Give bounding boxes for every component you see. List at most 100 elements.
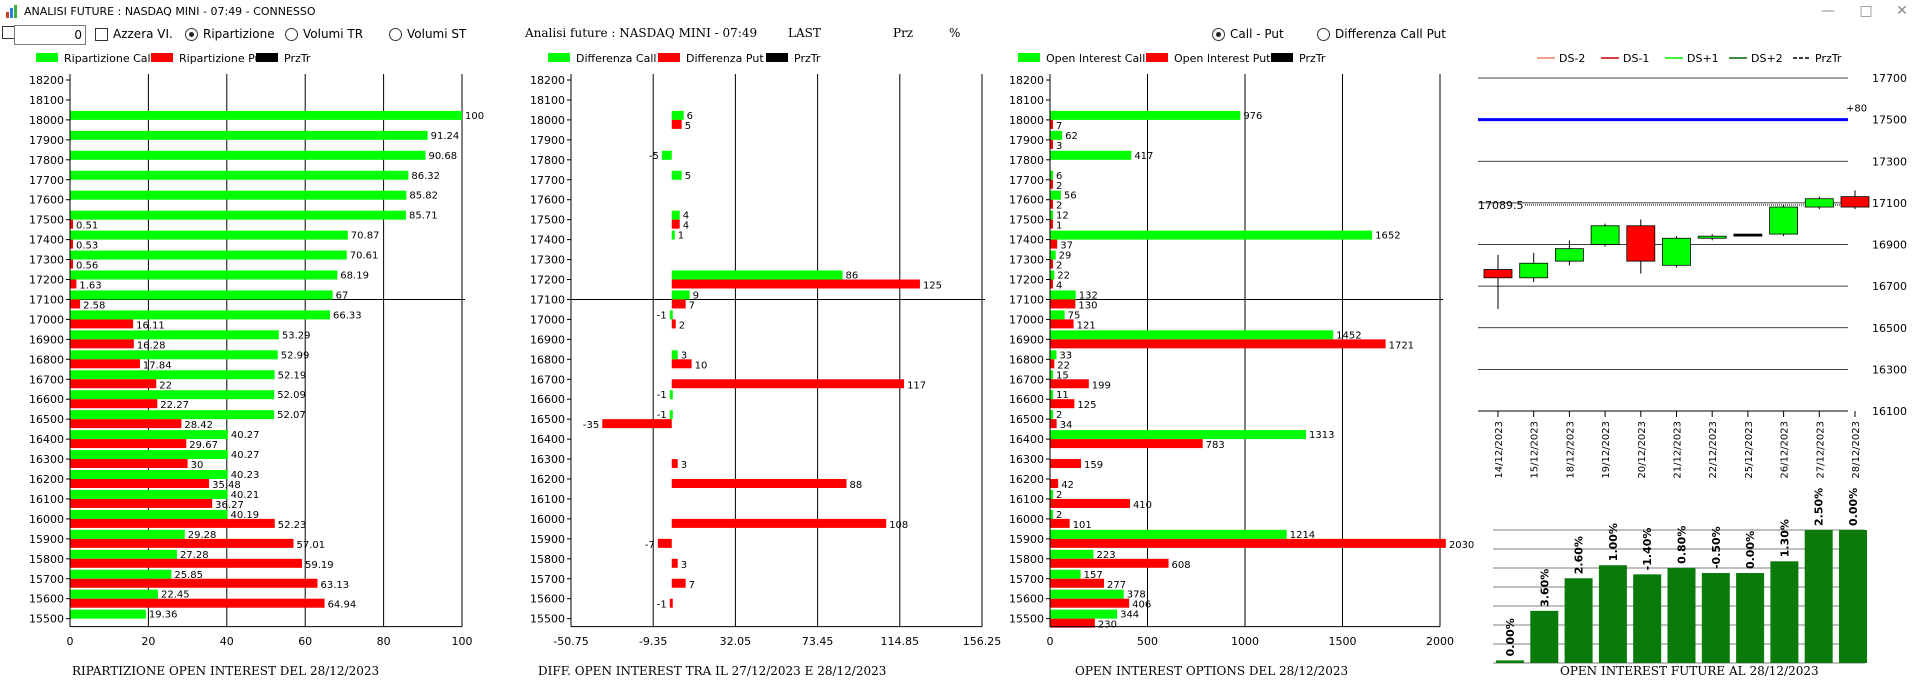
candle-body	[1626, 225, 1656, 262]
call-value-label: 66.33	[333, 310, 362, 321]
put-bar	[70, 259, 73, 269]
call-value-label: 344	[1120, 610, 1139, 621]
call-bar	[661, 150, 672, 160]
put-bar	[1050, 598, 1130, 608]
legend-swatch	[658, 53, 680, 62]
azzera-checkbox[interactable]: Azzera VI.	[95, 27, 173, 41]
put-value-label: 5	[685, 121, 691, 132]
put-value-label: 410	[1133, 500, 1152, 511]
put-bar	[1050, 439, 1203, 449]
call-value-label: 11	[1056, 390, 1069, 401]
strike-label: 15600	[530, 593, 565, 606]
put-bar	[602, 419, 672, 429]
oi-value-label: 0.00%	[1847, 488, 1860, 526]
put-value-label: 29.67	[189, 440, 218, 451]
minimize-icon[interactable]: —	[1821, 3, 1835, 19]
candle-legend-label: DS+2	[1751, 52, 1783, 65]
oi-bar	[1598, 565, 1627, 663]
call-bar	[669, 410, 673, 420]
strike-label: 17700	[1009, 174, 1044, 187]
call-bar	[70, 150, 426, 160]
x-tick-label: -9.35	[639, 635, 667, 648]
put-value-label: 125	[923, 281, 942, 292]
call-bar	[70, 609, 146, 619]
radio-dot[interactable]	[285, 27, 298, 41]
call-value-label: 40.27	[231, 430, 260, 441]
radio-volumi-tr[interactable]: Volumi TR	[285, 27, 363, 41]
put-value-label: 277	[1107, 580, 1126, 591]
call-value-label: 378	[1127, 590, 1146, 601]
x-tick-label: 73.45	[802, 635, 834, 648]
legend-label: Differenza Call	[576, 52, 656, 65]
put-bar	[671, 359, 692, 369]
azzera-checkbox-box[interactable]	[95, 27, 108, 41]
put-value-label: 7	[1056, 121, 1062, 132]
call-bar	[70, 589, 159, 599]
put-bar	[70, 399, 158, 409]
call-bar	[70, 290, 333, 300]
maximize-icon[interactable]: □	[1859, 3, 1873, 19]
put-bar	[669, 598, 673, 608]
close-icon[interactable]: ✕	[1896, 3, 1908, 19]
call-value-label: 132	[1079, 290, 1098, 301]
strike-label: 17300	[530, 254, 565, 267]
put-bar	[1050, 239, 1058, 249]
oi-value-label: 1.00%	[1607, 523, 1620, 561]
candle-legend-label: DS+1	[1687, 52, 1719, 65]
date-label: 19/12/2023	[1601, 421, 1612, 479]
radio-call-put[interactable]: Call - Put	[1212, 27, 1284, 41]
x-tick-label: 20	[141, 635, 155, 648]
number-input[interactable]	[14, 25, 86, 45]
x-tick-label: 114.85	[881, 635, 920, 648]
put-value-label: 22	[159, 380, 172, 391]
y-tick-label: 17500	[1872, 114, 1907, 127]
oi-value-label: 2.60%	[1573, 536, 1586, 574]
strike-label: 17700	[29, 174, 64, 187]
call-bar	[1050, 430, 1307, 440]
put-bar	[70, 379, 157, 389]
put-value-label: 22.27	[160, 400, 189, 411]
strike-label: 16800	[29, 353, 64, 366]
radio-dot[interactable]	[1212, 27, 1225, 41]
radio-differenza-call-put[interactable]: Differenza Call Put	[1317, 27, 1446, 41]
radio-ripartizione[interactable]: Ripartizione	[185, 27, 275, 41]
put-value-label: 2	[1056, 181, 1062, 192]
call-value-label: 27.28	[180, 550, 209, 561]
strike-label: 15900	[530, 533, 565, 546]
call-value-label: 67	[336, 290, 349, 301]
radio-dot[interactable]	[389, 27, 402, 41]
radio-dot[interactable]	[185, 27, 198, 41]
strike-label: 17500	[1009, 214, 1044, 227]
put-value-label: 159	[1084, 460, 1103, 471]
put-bar	[70, 439, 187, 449]
call-value-label: 52.09	[277, 390, 306, 401]
put-value-label: 36.27	[215, 500, 244, 511]
put-value-label: 28.42	[184, 420, 213, 431]
call-value-label: 40.23	[231, 470, 260, 481]
call-value-label: 52.99	[281, 350, 310, 361]
radio-dot[interactable]	[1317, 27, 1330, 41]
radio-volumi-st[interactable]: Volumi ST	[389, 27, 466, 41]
put-value-label: 57.01	[296, 540, 325, 551]
oi-bar	[1667, 567, 1696, 663]
put-bar	[1050, 518, 1070, 528]
legend-label: Ripartizione Call	[64, 52, 154, 65]
oi-bar	[1770, 561, 1799, 663]
legend-swatch	[36, 53, 58, 62]
strike-label: 16900	[1009, 333, 1044, 346]
call-bar	[70, 110, 462, 120]
call-bar	[671, 230, 675, 240]
oi-bar	[1804, 530, 1833, 663]
call-value-label: 40.21	[231, 490, 260, 501]
strike-label: 15700	[1009, 573, 1044, 586]
call-bar	[70, 170, 409, 180]
oi-value-label: -0.50%	[1710, 526, 1723, 569]
candle-body	[1555, 248, 1584, 262]
put-value-label: 783	[1206, 440, 1225, 451]
strike-label: 17500	[29, 214, 64, 227]
put-value-label: 3	[681, 560, 687, 571]
put-bar	[1050, 299, 1076, 309]
put-bar	[1050, 279, 1053, 289]
call-bar	[671, 270, 843, 280]
strike-label: 18200	[29, 74, 64, 87]
